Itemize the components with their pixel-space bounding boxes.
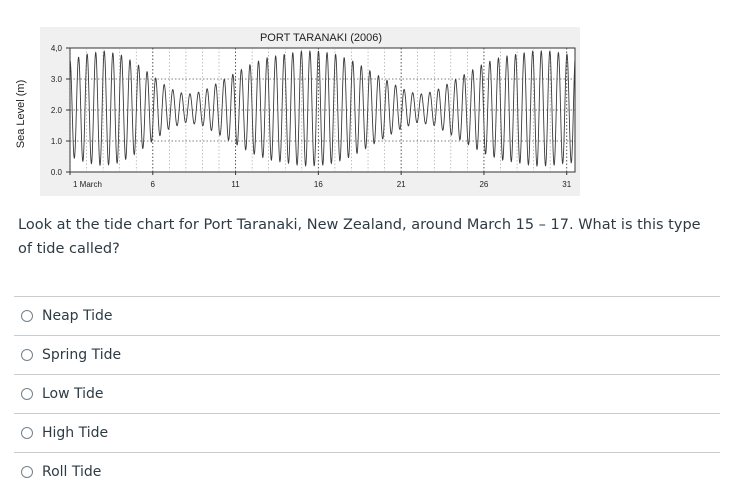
y-tick-label: 1.0 xyxy=(51,137,63,146)
x-tick-label: 31 xyxy=(562,180,571,189)
tide-chart: 0.0 1.0 2.0 3.0 4,0 1 March 6 11 16 21 26 31 PORT T… xyxy=(0,0,600,205)
x-tick-label: 21 xyxy=(397,180,406,189)
radio-button[interactable] xyxy=(21,388,33,400)
choice-high-tide[interactable]: High Tide xyxy=(14,413,720,452)
choice-spring-tide[interactable]: Spring Tide xyxy=(14,335,720,374)
radio-button[interactable] xyxy=(21,466,33,478)
chart-title: PORT TARANAKI (2006) xyxy=(260,32,382,44)
tide-series-line xyxy=(69,49,576,167)
answer-choices: Neap Tide Spring Tide Low Tide High Tide… xyxy=(14,296,720,491)
plot-area: 0.0 1.0 2.0 3.0 4,0 1 March 6 11 16 21 26 31 xyxy=(51,44,576,189)
tide-chart-svg: 0.0 1.0 2.0 3.0 4,0 1 March 6 11 16 21 26 31 PORT T… xyxy=(15,27,580,196)
radio-button[interactable] xyxy=(21,349,33,361)
x-tick-label: 6 xyxy=(151,180,156,189)
x-tick-label: 16 xyxy=(314,180,323,189)
question-text: Look at the tide chart for Port Taranaki… xyxy=(18,217,701,257)
x-tick-label: 1 March xyxy=(73,180,102,189)
y-axis-label: Sea Level (m) xyxy=(15,80,27,148)
choice-label: Roll Tide xyxy=(42,464,102,480)
x-tick-label: 11 xyxy=(231,180,240,189)
x-tick-label: 26 xyxy=(479,180,488,189)
radio-button[interactable] xyxy=(21,310,33,322)
y-tick-label: 2.0 xyxy=(51,106,63,115)
choice-roll-tide[interactable]: Roll Tide xyxy=(14,452,720,491)
choice-label: Spring Tide xyxy=(42,347,122,363)
choice-low-tide[interactable]: Low Tide xyxy=(14,374,720,413)
choice-label: High Tide xyxy=(42,425,109,441)
choice-neap-tide[interactable]: Neap Tide xyxy=(14,296,720,335)
y-tick-label: 4,0 xyxy=(51,44,63,53)
radio-button[interactable] xyxy=(21,427,33,439)
choice-label: Low Tide xyxy=(42,386,104,402)
choice-label: Neap Tide xyxy=(42,308,113,324)
y-tick-label: 3.0 xyxy=(51,75,63,84)
y-tick-label: 0.0 xyxy=(51,168,63,177)
